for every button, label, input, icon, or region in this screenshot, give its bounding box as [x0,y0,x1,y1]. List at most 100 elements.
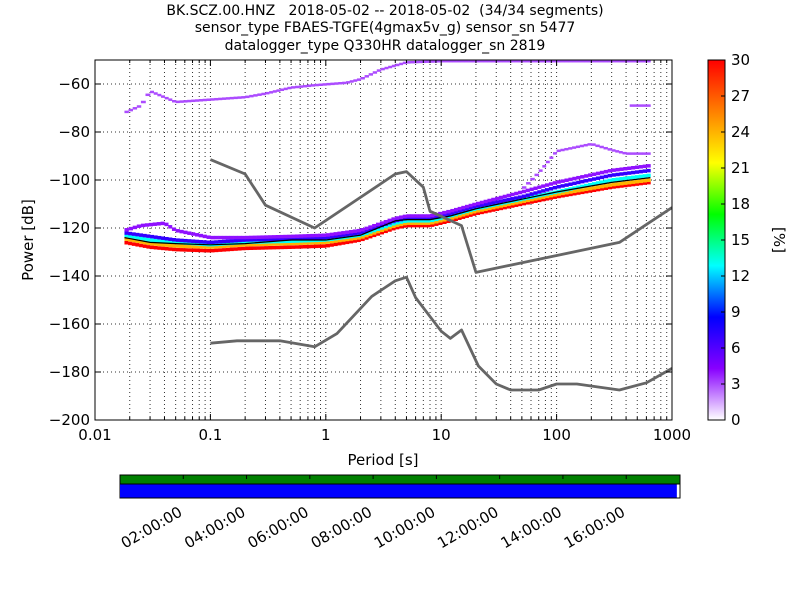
psd-cell [310,236,315,240]
psd-cell [260,246,265,250]
psd-cell [468,203,473,208]
psd-cell [124,110,129,114]
psd-cell [450,208,455,213]
psd-cell [229,247,234,252]
psd-cell [345,240,350,245]
psd-cell [352,229,357,233]
psd-cell [194,244,200,249]
psd-cell [518,202,523,207]
psd-cell [153,245,158,250]
psd-band [124,168,651,245]
psd-cell [630,152,635,155]
y-tick-label: −60 [58,75,90,93]
psd-cell [591,186,597,190]
psd-cell [533,191,538,195]
psd-cell [298,241,303,246]
psd-cell [619,172,624,176]
psd-cell [541,197,546,202]
psd-cell [518,190,523,195]
psd-cell [588,173,593,177]
psd-cell [426,216,431,221]
psd-cell [349,80,354,83]
psd-cell [487,201,492,206]
psd-cell [187,241,192,246]
psd-cell [646,180,651,185]
psd-cell [233,96,238,100]
psd-cell [271,245,277,250]
psd-cell [510,201,515,206]
psd-cell [341,238,346,242]
psd-cell [168,247,173,251]
psd-cell [387,218,392,223]
psd-cell [646,173,651,178]
psd-cell [446,209,451,214]
psd-cell [438,219,443,223]
psd-cell [322,83,327,86]
psd-cell [399,215,404,219]
psd-cell [475,201,481,206]
psd-cell [461,208,466,212]
psd-cell [599,184,605,189]
psd-cell [387,228,392,232]
psd-cell [225,97,230,100]
colorbar-tick-label: 9 [731,303,741,321]
psd-cell [136,105,142,108]
psd-cell [510,204,515,208]
psd-cell [414,60,419,64]
psd-cell [529,197,534,202]
psd-cell [150,234,155,239]
psd-cell [150,242,155,246]
psd-cell [171,227,176,231]
psd-cell [506,205,511,209]
psd-cell [457,214,462,218]
psd-cell [345,237,350,242]
psd-cell [414,219,419,223]
psd-cell [498,199,504,203]
psd-band [124,164,651,240]
psd-cell [572,181,577,186]
psd-cell [615,60,620,63]
psd-cell [152,222,157,226]
psd-cell [399,225,404,229]
psd-cell [202,248,207,253]
psd-cell [479,200,484,205]
psd-cell [464,60,469,63]
psd-cell [599,145,604,149]
psd-cell [264,237,269,242]
psd-cell [583,60,589,63]
timeline-tick-label: 06:00:00 [244,503,311,552]
psd-cell [334,82,339,85]
psd-cell [372,228,377,233]
psd-cell [552,60,557,63]
psd-cell [321,233,327,238]
psd-cell [631,166,636,170]
psd-cell [237,243,242,247]
psd-cell [245,246,250,251]
psd-cell [161,95,165,98]
psd-cell [345,232,350,237]
psd-cell [280,88,285,91]
psd-cell [510,197,515,201]
psd-cell [418,60,423,64]
psd-cell [383,219,388,224]
psd-cell [630,60,636,63]
psd-cell [341,231,346,235]
psd-cell [218,244,223,249]
psd-cell [140,223,146,228]
psd-cell [318,83,323,86]
psd-cell [414,214,419,218]
psd-cell [139,243,144,248]
psd-cell [634,182,640,186]
psd-cell [148,222,153,227]
psd-cell [560,179,565,183]
psd-cell [437,60,442,63]
psd-cell [364,226,369,231]
psd-cell [341,233,346,237]
psd-cell [395,216,400,220]
psd-cell [306,241,311,245]
psd-cell [529,192,534,196]
psd-cell [210,245,215,249]
psd-cell [395,225,400,230]
psd-cell [229,96,234,100]
psd-cell [275,245,280,250]
